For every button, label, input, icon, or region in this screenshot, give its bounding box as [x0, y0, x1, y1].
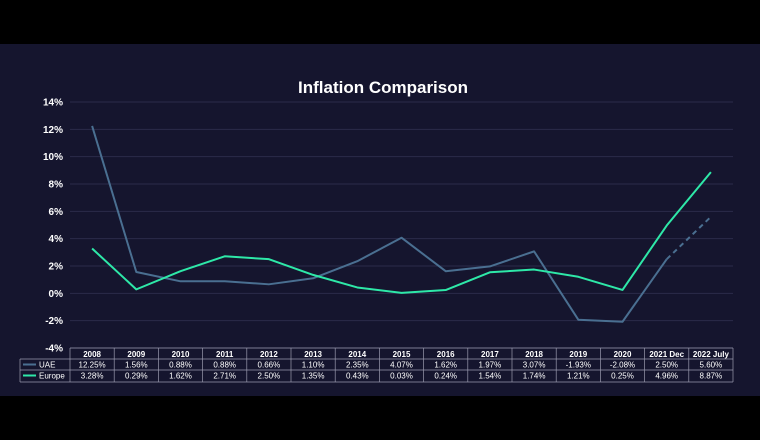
- data-label: 2.50%: [655, 361, 678, 370]
- data-label: 1.74%: [523, 372, 546, 381]
- data-table: 2008 2009 2010 2011 2012 2013 2014 2015 2016 2017…: [19, 347, 734, 383]
- data-label: 0.29%: [125, 372, 148, 381]
- series-line-uae-projection: [666, 216, 712, 260]
- chart-frame: Inflation Comparison -4% -2% 0% 2% 4% 6% 8% 10%…: [0, 44, 760, 396]
- x-tick-label: 2021 Dec: [649, 350, 684, 359]
- data-label: 1.97%: [479, 361, 502, 370]
- data-label: 0.66%: [258, 361, 281, 370]
- y-axis: -4% -2% 0% 2% 4% 6% 8% 10% 12% 14%: [43, 98, 63, 355]
- y-tick-label: 4%: [49, 234, 64, 245]
- data-label: 1.21%: [567, 372, 590, 381]
- data-label: 1.54%: [479, 372, 502, 381]
- inflation-chart: Inflation Comparison -4% -2% 0% 2% 4% 6% 8% 10%…: [19, 78, 734, 383]
- x-tick-label: 2010: [172, 350, 190, 359]
- x-tick-label: 2012: [260, 350, 278, 359]
- data-label: 1.56%: [125, 361, 148, 370]
- x-tick-label: 2009: [127, 350, 145, 359]
- data-label: 4.07%: [390, 361, 413, 370]
- data-label: 0.25%: [611, 372, 634, 381]
- series-line-uae: [91, 125, 668, 323]
- grid: [70, 101, 733, 349]
- x-tick-label: 2020: [614, 350, 632, 359]
- data-label: 0.43%: [346, 372, 369, 381]
- x-tick-label: 2008: [83, 350, 101, 359]
- series-lines: [91, 125, 712, 323]
- data-label: 1.10%: [302, 361, 325, 370]
- y-tick-label: -4%: [45, 344, 63, 355]
- data-label: 8.87%: [700, 372, 723, 381]
- data-label: 12.25%: [79, 361, 106, 370]
- x-tick-label: 2018: [525, 350, 543, 359]
- x-tick-label: 2022 July: [693, 350, 730, 359]
- y-tick-label: 6%: [49, 207, 64, 218]
- x-tick-label: 2014: [348, 350, 366, 359]
- data-label: 0.88%: [213, 361, 236, 370]
- x-tick-label: 2015: [393, 350, 411, 359]
- data-label: 1.62%: [434, 361, 457, 370]
- legend-label-uae: UAE: [39, 361, 55, 370]
- data-label: 2.50%: [258, 372, 281, 381]
- x-tick-label: 2016: [437, 350, 455, 359]
- data-label: 2.71%: [213, 372, 236, 381]
- data-label: 3.28%: [81, 372, 104, 381]
- chart-title: Inflation Comparison: [298, 78, 468, 97]
- legend-label-europe: Europe: [39, 372, 65, 381]
- data-label: 0.03%: [390, 372, 413, 381]
- x-tick-label: 2011: [216, 350, 234, 359]
- y-tick-label: 14%: [43, 98, 63, 109]
- x-tick-label: 2013: [304, 350, 322, 359]
- data-label: 2.35%: [346, 361, 369, 370]
- series-line-europe: [91, 171, 712, 294]
- data-label: 5.60%: [700, 361, 723, 370]
- y-tick-label: -2%: [45, 316, 63, 327]
- data-label: 0.88%: [169, 361, 192, 370]
- data-label: 4.96%: [655, 372, 678, 381]
- data-label: -1.93%: [566, 361, 591, 370]
- x-tick-label: 2019: [569, 350, 587, 359]
- y-tick-label: 0%: [49, 289, 64, 300]
- data-label: 1.35%: [302, 372, 325, 381]
- data-label: 1.62%: [169, 372, 192, 381]
- y-tick-label: 10%: [43, 152, 63, 163]
- x-tick-label: 2017: [481, 350, 499, 359]
- y-tick-label: 8%: [49, 180, 64, 191]
- data-label: -2.08%: [610, 361, 635, 370]
- data-label: 3.07%: [523, 361, 546, 370]
- y-tick-label: 12%: [43, 125, 63, 136]
- data-label: 0.24%: [434, 372, 457, 381]
- y-tick-label: 2%: [49, 262, 64, 273]
